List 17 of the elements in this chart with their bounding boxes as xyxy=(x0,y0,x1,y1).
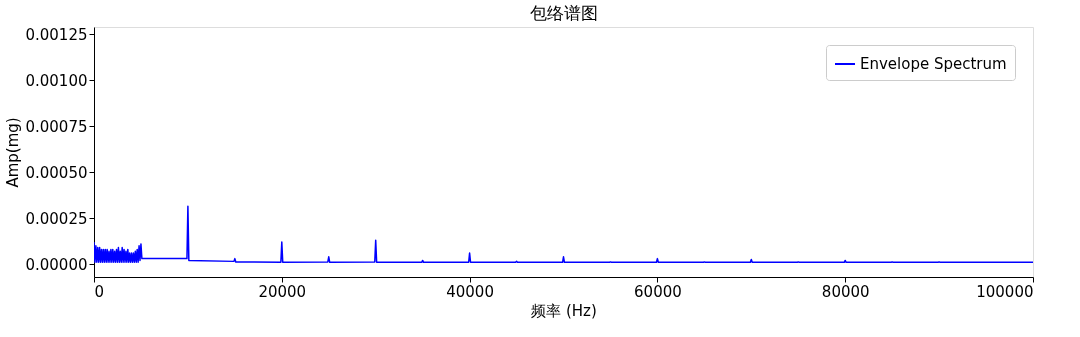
x-tick-label: 40000 xyxy=(446,282,494,301)
y-tick-label: 0.00000 xyxy=(25,255,88,274)
x-tick-label: 80000 xyxy=(821,282,870,301)
y-axis-title: Amp(mg) xyxy=(4,117,23,188)
line-series xyxy=(94,205,1033,264)
x-tick-label: 60000 xyxy=(634,282,682,301)
chart-title: 包络谱图 xyxy=(529,3,598,23)
y-tick-label: 0.00100 xyxy=(25,71,88,90)
x-tick-label: 100000 xyxy=(976,282,1034,301)
y-tick-label: 0.00075 xyxy=(25,117,88,136)
x-tick-label: 20000 xyxy=(258,282,307,301)
y-tick-label: 0.00050 xyxy=(25,163,88,182)
y-tick-label: 0.00025 xyxy=(25,209,88,228)
y-tick-label: 0.00125 xyxy=(25,25,88,44)
legend-label: Envelope Spectrum xyxy=(860,55,1007,73)
x-tick-label: 0 xyxy=(94,282,105,301)
x-axis-title: 频率 (Hz) xyxy=(531,301,597,320)
